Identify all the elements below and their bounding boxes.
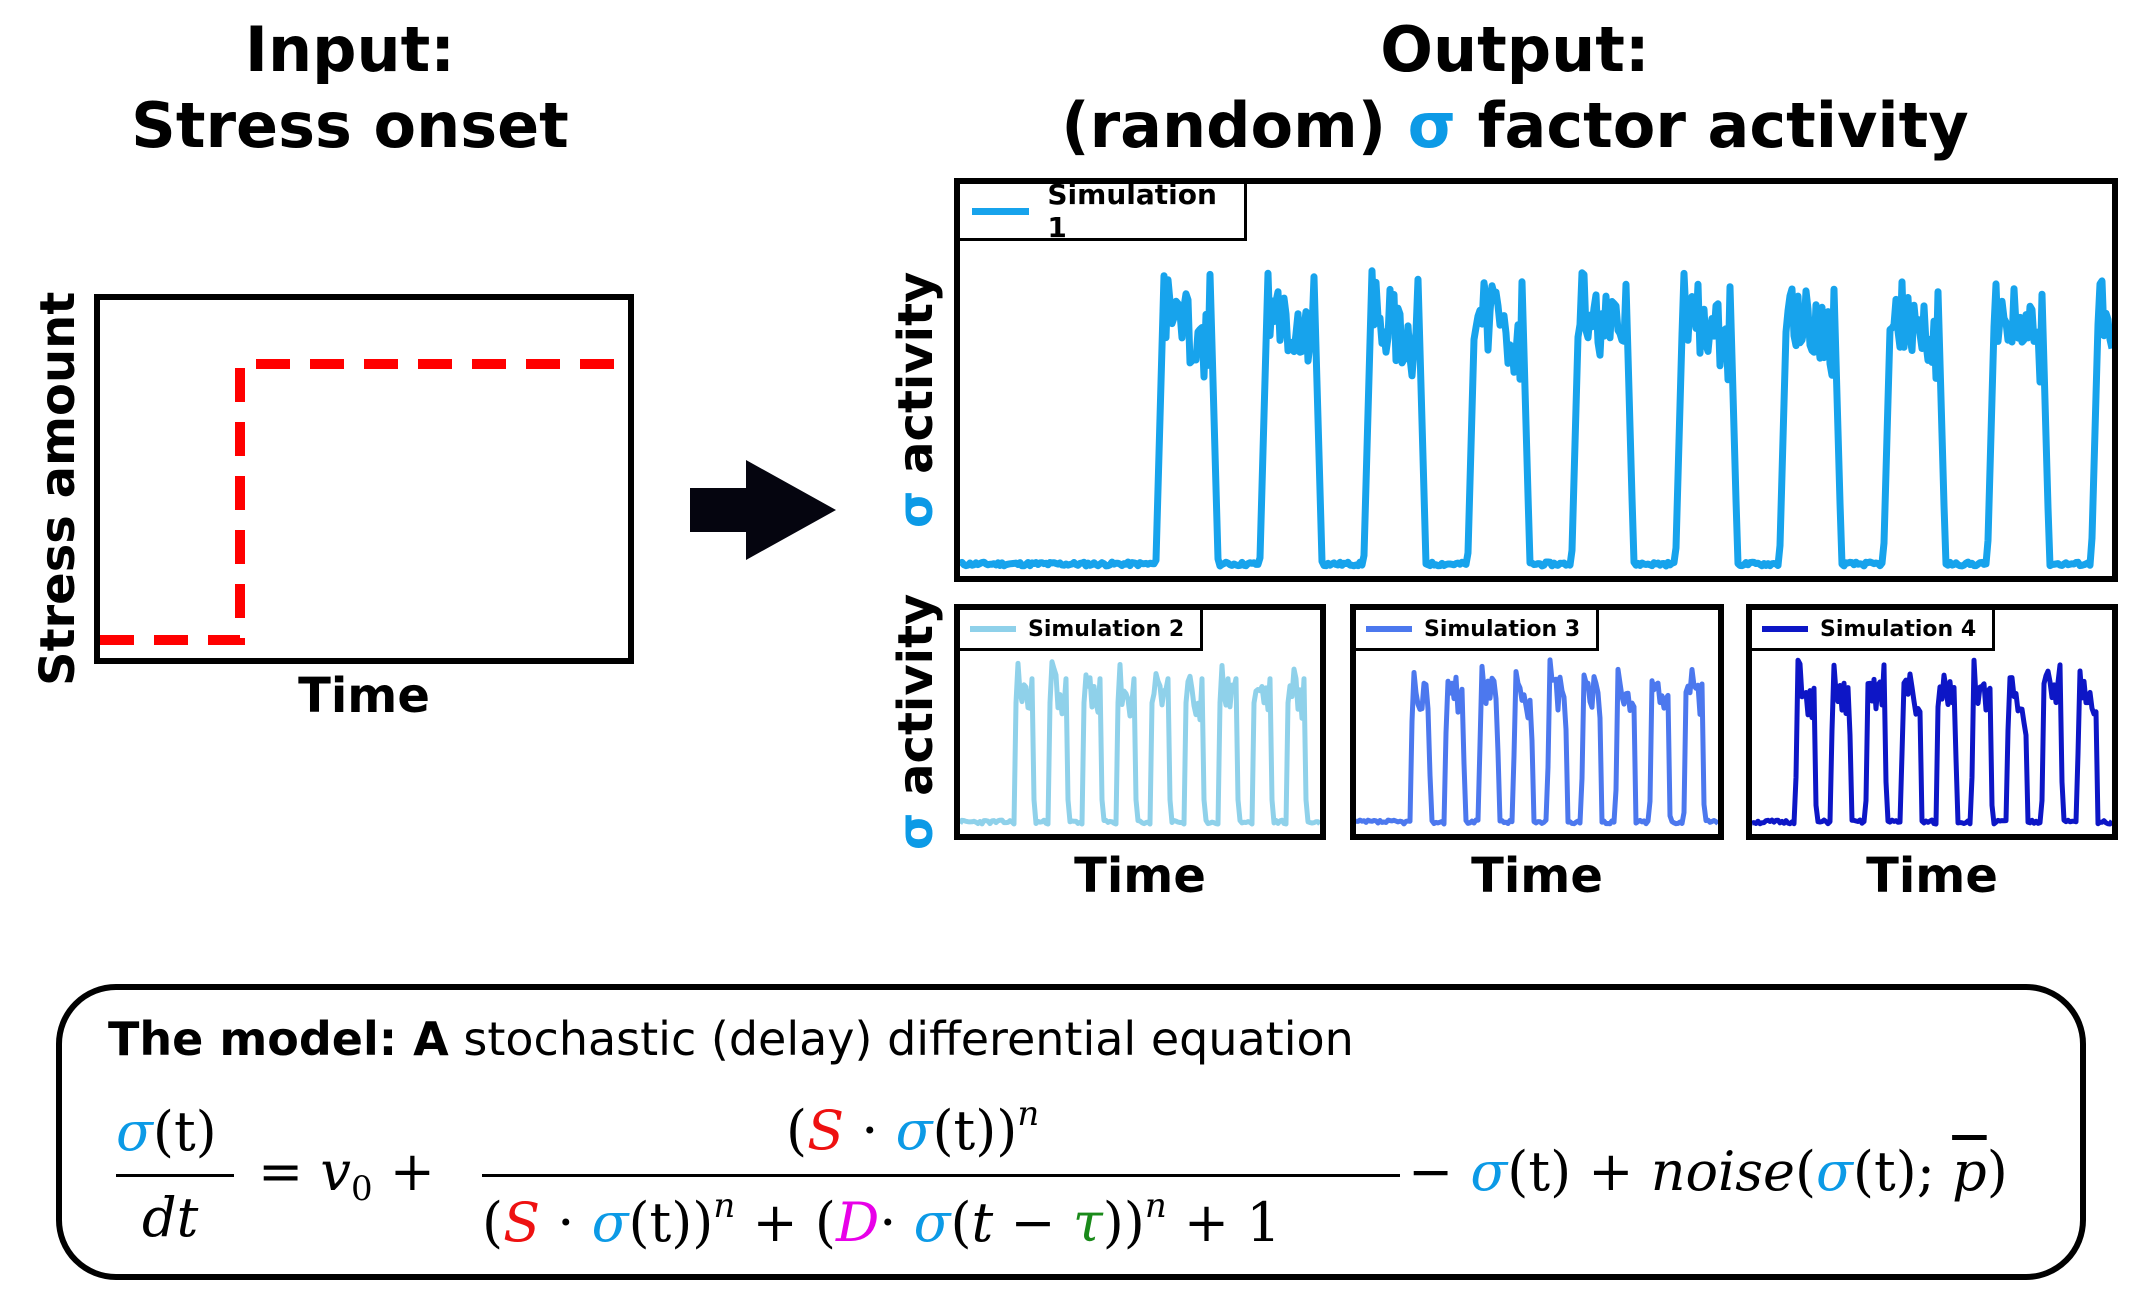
model-heading: The model: A stochastic (delay) differen… bbox=[108, 1012, 1354, 1066]
sim2-x-axis-label: Time bbox=[1074, 848, 1206, 904]
eq-S: S bbox=[807, 1099, 845, 1162]
sim3-legend-label: Simulation 3 bbox=[1424, 616, 1581, 642]
sim1-y-axis-label: σ activity bbox=[888, 272, 944, 528]
eq-plus: + bbox=[372, 1140, 435, 1203]
output-title: Output: (random) σ factor activity bbox=[940, 12, 2090, 164]
eq-hill-numerator: (S · σ(t))n bbox=[786, 1094, 1040, 1162]
sim1-y-text: activity bbox=[888, 271, 944, 474]
output-title-line2: (random) σ factor activity bbox=[940, 88, 2090, 164]
sim2-trace bbox=[960, 659, 1320, 827]
sim3-plot-frame: Simulation 3 bbox=[1350, 604, 1724, 840]
eq-D: D bbox=[835, 1191, 880, 1254]
eq-sigma-5: σ bbox=[1470, 1140, 1508, 1203]
input-title-line1: Input: bbox=[244, 13, 456, 86]
eq-sigma-4: σ bbox=[913, 1191, 951, 1254]
sim4-legend: Simulation 4 bbox=[1749, 607, 1995, 651]
model-box: The model: A stochastic (delay) differen… bbox=[56, 984, 2086, 1280]
sim3-legend-swatch bbox=[1366, 626, 1412, 632]
eq-S-2: S bbox=[503, 1191, 541, 1254]
sim4-plot-frame: Simulation 4 bbox=[1746, 604, 2118, 840]
sim1-legend-label: Simulation 1 bbox=[1047, 178, 1217, 244]
eq-sigma-3: σ bbox=[591, 1191, 629, 1254]
eq-plus-3: + bbox=[1166, 1191, 1247, 1254]
eq-equals: = bbox=[258, 1140, 321, 1203]
eq-n-3: n bbox=[1144, 1186, 1167, 1226]
eq-tail: − σ(t) + noise(σ(t); p) bbox=[1408, 1140, 2008, 1203]
eq-t: (t) bbox=[152, 1100, 217, 1163]
sim2-legend-label: Simulation 2 bbox=[1028, 616, 1185, 642]
eq-dot-2: · bbox=[540, 1191, 592, 1254]
sim1-legend: Simulation 1 bbox=[957, 178, 1247, 244]
sim1-trace bbox=[960, 267, 2112, 570]
eq-dot: · bbox=[844, 1099, 896, 1162]
model-heading-bold: The model: A bbox=[108, 1012, 449, 1066]
eq-dt: dt bbox=[142, 1186, 199, 1249]
right-arrow-icon bbox=[690, 460, 836, 560]
input-title: Input: Stress onset bbox=[40, 12, 660, 164]
eq-one: 1 bbox=[1246, 1191, 1281, 1254]
eq-t-3: (t) bbox=[628, 1191, 693, 1254]
sim3-x-axis-label: Time bbox=[1471, 848, 1603, 904]
output-title-line1: Output: bbox=[1380, 13, 1650, 86]
sim4-plot bbox=[1752, 657, 2112, 827]
eq-lhs-fraction-bar bbox=[116, 1174, 234, 1177]
sim3-trace bbox=[1356, 657, 1718, 827]
sim1-legend-swatch bbox=[972, 207, 1030, 215]
eq-lhs-denominator: dt bbox=[142, 1186, 198, 1249]
sim4-x-axis-label: Time bbox=[1866, 848, 1998, 904]
sim1-y-sigma: σ bbox=[888, 490, 944, 528]
output-title-sigma: σ bbox=[1407, 89, 1456, 162]
eq-sigma: σ bbox=[116, 1100, 153, 1163]
eq-tau: τ bbox=[1072, 1191, 1103, 1254]
sim2-legend-swatch bbox=[970, 626, 1016, 632]
eq-minus-2: − bbox=[1408, 1140, 1471, 1203]
eq-t-2: (t) bbox=[932, 1099, 997, 1162]
output-title-suffix: factor activity bbox=[1477, 89, 1969, 162]
sim4-legend-swatch bbox=[1762, 626, 1808, 632]
input-x-axis-label: Time bbox=[298, 668, 430, 724]
eq-noise: noise bbox=[1650, 1140, 1795, 1203]
model-heading-rest: stochastic (delay) differential equation bbox=[448, 1012, 1354, 1066]
sim1-plot bbox=[960, 267, 2112, 570]
small-y-sigma: σ bbox=[888, 812, 944, 850]
stress-plot bbox=[100, 359, 628, 645]
eq-n: n bbox=[1017, 1094, 1040, 1134]
sim2-plot-frame: Simulation 2 bbox=[954, 604, 1326, 840]
sim2-legend: Simulation 2 bbox=[957, 607, 1203, 651]
eq-sigma-6: σ bbox=[1816, 1140, 1853, 1203]
input-title-line2: Stress onset bbox=[131, 89, 569, 162]
small-y-text: activity bbox=[888, 593, 944, 796]
eq-pbar: p bbox=[1952, 1140, 1987, 1203]
eq-sigma-2: σ bbox=[895, 1099, 933, 1162]
eq-v: v bbox=[320, 1140, 351, 1203]
eq-t-4: (t) bbox=[1507, 1140, 1572, 1203]
eq-v-sub: 0 bbox=[350, 1169, 373, 1209]
sim3-plot bbox=[1356, 657, 1718, 827]
input-y-axis-label: Stress amount bbox=[30, 291, 86, 686]
eq-equals-v0: = v0 + bbox=[258, 1140, 435, 1209]
eq-hill-fraction-bar bbox=[482, 1174, 1400, 1177]
sim2-plot bbox=[960, 659, 1320, 827]
eq-n-2: n bbox=[713, 1186, 736, 1226]
eq-plus-2: + bbox=[735, 1191, 815, 1254]
eq-minus: − bbox=[993, 1191, 1073, 1254]
stress-plot-frame bbox=[94, 294, 634, 664]
sim1-plot-frame: Simulation 1 bbox=[954, 178, 2118, 582]
eq-lhs-numerator: σ(t) bbox=[116, 1100, 217, 1163]
eq-plus-4: + bbox=[1571, 1140, 1651, 1203]
small-y-axis-label: σ activity bbox=[888, 594, 944, 850]
output-title-prefix: (random) bbox=[1061, 89, 1387, 162]
sim4-trace bbox=[1752, 657, 2112, 827]
sim4-legend-label: Simulation 4 bbox=[1820, 616, 1977, 642]
sim3-legend: Simulation 3 bbox=[1353, 607, 1599, 651]
stress-step-line bbox=[100, 359, 628, 645]
eq-hill-denominator: (S · σ(t))n + (D· σ(t − τ))n + 1 bbox=[482, 1186, 1281, 1254]
